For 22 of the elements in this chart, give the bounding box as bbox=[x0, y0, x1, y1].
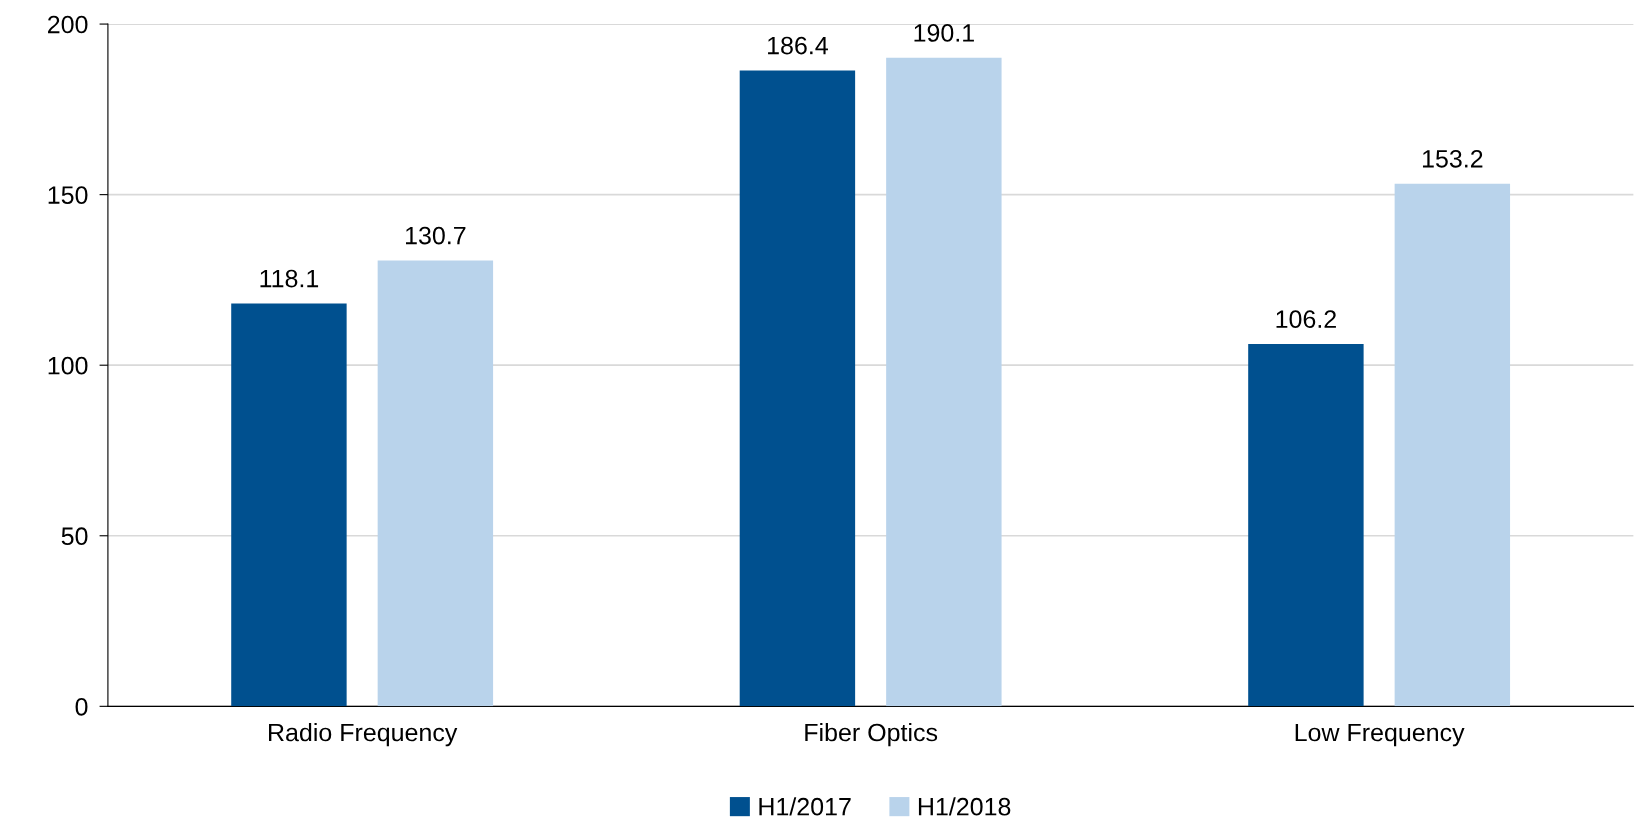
x-tick-label: Low Frequency bbox=[1295, 723, 1465, 747]
y-tick-label: 50 bbox=[61, 527, 88, 546]
x-tick-label: Radio Frequency bbox=[269, 723, 458, 747]
data-label: 130.7 bbox=[406, 226, 466, 245]
bar bbox=[1394, 183, 1511, 707]
data-label: 106.2 bbox=[1276, 310, 1336, 328]
y-tick-label: 200 bbox=[48, 15, 88, 34]
bar bbox=[377, 260, 494, 707]
x-tick-label: Fiber Optics bbox=[805, 723, 938, 747]
data-label: 118.1 bbox=[260, 269, 319, 288]
bar bbox=[739, 70, 856, 707]
bar bbox=[1248, 344, 1364, 707]
legend-label: H1/2018 bbox=[918, 797, 1011, 816]
data-label: 153.2 bbox=[1422, 149, 1483, 168]
y-tick-label: 150 bbox=[48, 186, 88, 204]
bar bbox=[886, 57, 1002, 707]
y-tick-label: 100 bbox=[48, 356, 88, 375]
y-tick-label: 0 bbox=[75, 697, 88, 716]
legend-label: H1/2017 bbox=[759, 797, 851, 816]
data-label: 186.4 bbox=[768, 36, 828, 55]
data-label: 190.1 bbox=[914, 24, 974, 42]
bar bbox=[231, 303, 347, 707]
